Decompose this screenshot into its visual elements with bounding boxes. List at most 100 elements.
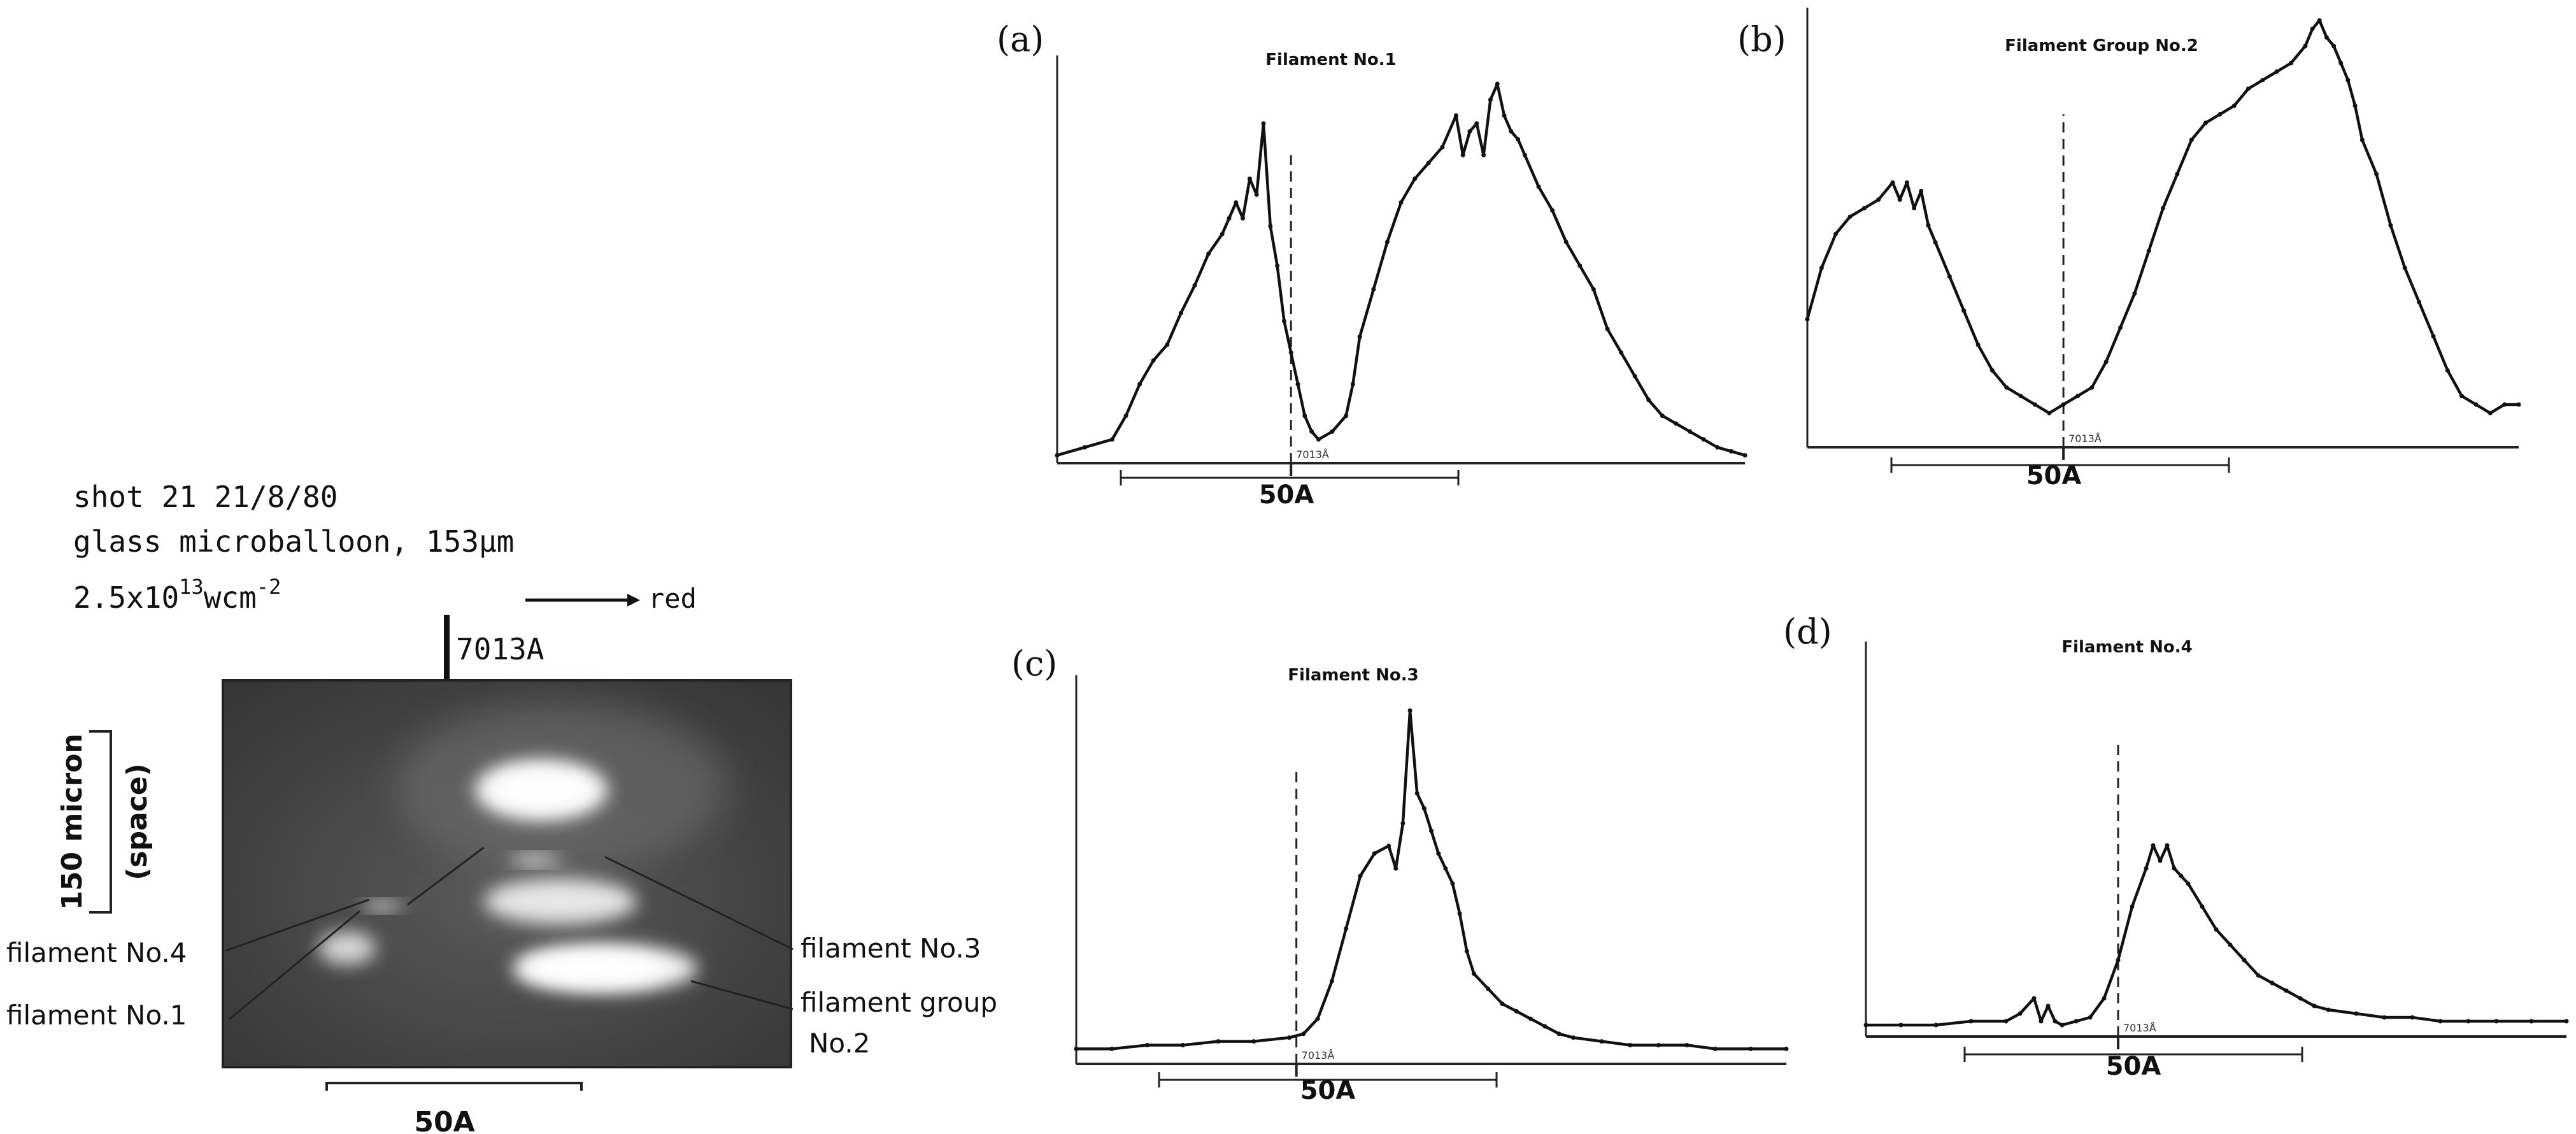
data-point [2310, 26, 2315, 31]
data-point [2158, 858, 2163, 863]
data-point [2200, 904, 2205, 909]
chart-panel-4: (d) Filament No.4 7013Å 50A [1783, 612, 2569, 1081]
data-point [2228, 942, 2233, 947]
data-point [2116, 958, 2121, 963]
data-point [1464, 949, 1469, 954]
data-point [1516, 137, 1521, 142]
data-point [2151, 843, 2156, 848]
data-point [1074, 1046, 1079, 1051]
data-point [2410, 1015, 2415, 1020]
scale-bar-label: 50A [2106, 1052, 2161, 1081]
data-point [1261, 121, 1266, 126]
data-point [2466, 1019, 2471, 1024]
reference-wavelength-tick [444, 615, 450, 680]
data-point [2388, 223, 2393, 228]
data-point [1715, 445, 1720, 450]
data-point [1728, 449, 1733, 454]
vertical-scale-bar [89, 730, 112, 914]
data-point [2088, 1015, 2093, 1020]
data-point [2438, 1019, 2443, 1024]
data-point [1514, 1008, 1519, 1014]
data-point [1398, 200, 1404, 205]
data-point [1660, 413, 1665, 419]
data-point [2074, 1019, 2079, 1024]
profile-series-line [1866, 843, 2566, 1027]
data-point [2102, 996, 2107, 1001]
data-point [1082, 445, 1087, 450]
data-point [2103, 359, 2109, 364]
data-point [2274, 69, 2279, 74]
reference-label: 7013Å [2068, 433, 2102, 445]
profile-series-line [1057, 82, 1746, 457]
data-point [2256, 973, 2261, 978]
data-point [1500, 1001, 1505, 1007]
data-point [1414, 791, 1420, 796]
data-point [2289, 61, 2294, 66]
panel-label: (d) [1783, 612, 1832, 652]
data-point [2502, 402, 2507, 407]
data-point [1989, 368, 1995, 373]
data-point [1784, 1046, 1789, 1051]
data-point [1453, 113, 1458, 118]
data-point [1109, 1046, 1114, 1051]
data-point [1295, 382, 1300, 387]
scale-bar-50a [1120, 470, 1460, 485]
data-point [2324, 35, 2329, 40]
scale-bar-50a [1963, 1047, 2303, 1062]
data-point [2032, 402, 2037, 407]
data-point [1805, 317, 1810, 322]
data-point [1571, 1035, 1576, 1040]
data-point [2047, 410, 2052, 415]
data-point [1912, 206, 1917, 211]
data-point [1426, 161, 1431, 166]
data-point [2214, 927, 2219, 932]
data-point [2165, 843, 2170, 848]
data-point [1488, 97, 1493, 103]
data-point [2146, 248, 2151, 254]
data-point [2179, 873, 2184, 879]
reference-wavelength-label: 7013A [456, 632, 544, 666]
profile-series-line [1805, 18, 2519, 415]
chart-title: Filament No.3 [1288, 666, 1418, 685]
data-point [1550, 208, 1555, 213]
data-point [2317, 18, 2322, 23]
data-point [2161, 206, 2165, 211]
data-point [1384, 240, 1390, 245]
vertical-scale-label: 150 micron [56, 733, 89, 910]
data-point [1251, 1039, 1256, 1044]
data-point [2487, 410, 2493, 415]
arrow-head-icon [627, 594, 640, 606]
data-point [2352, 103, 2358, 108]
data-point [2172, 866, 2177, 871]
data-point [2053, 1019, 2058, 1024]
data-point [1890, 180, 1895, 185]
chart-panel-3: (c) Filament No.3 7013Å 50A [1011, 643, 1789, 1105]
data-point [1713, 1046, 1718, 1051]
data-point [1968, 1019, 1974, 1024]
data-point [2303, 43, 2308, 48]
data-point [1933, 240, 1938, 245]
callout-line-inner [407, 846, 485, 906]
data-point [2018, 394, 2023, 399]
callout-line-filament3 [604, 856, 793, 951]
data-point [1358, 873, 1363, 879]
profile-series-line [1076, 709, 1786, 1051]
callout-filament1: filament No.1 [6, 1000, 187, 1031]
data-point [1605, 326, 1610, 331]
data-point [2516, 402, 2521, 407]
data-point [1961, 308, 1967, 313]
data-point [1055, 453, 1060, 458]
data-point [1904, 180, 1909, 185]
data-point [2431, 334, 2436, 339]
data-point [1421, 806, 1427, 811]
data-point [2017, 1011, 2023, 1016]
data-point [1556, 1031, 1562, 1037]
info-line-3-base: 2.5x10 [73, 580, 179, 615]
data-point [2242, 958, 2247, 963]
data-point [2260, 78, 2265, 83]
data-point [2312, 1003, 2317, 1008]
profile-charts: (a) Filament No.1 7013Å 50A (b) Filament Grou… [997, 8, 2569, 1105]
data-point [1315, 1016, 1320, 1021]
data-point [1234, 200, 1239, 205]
data-point [1847, 214, 1853, 219]
